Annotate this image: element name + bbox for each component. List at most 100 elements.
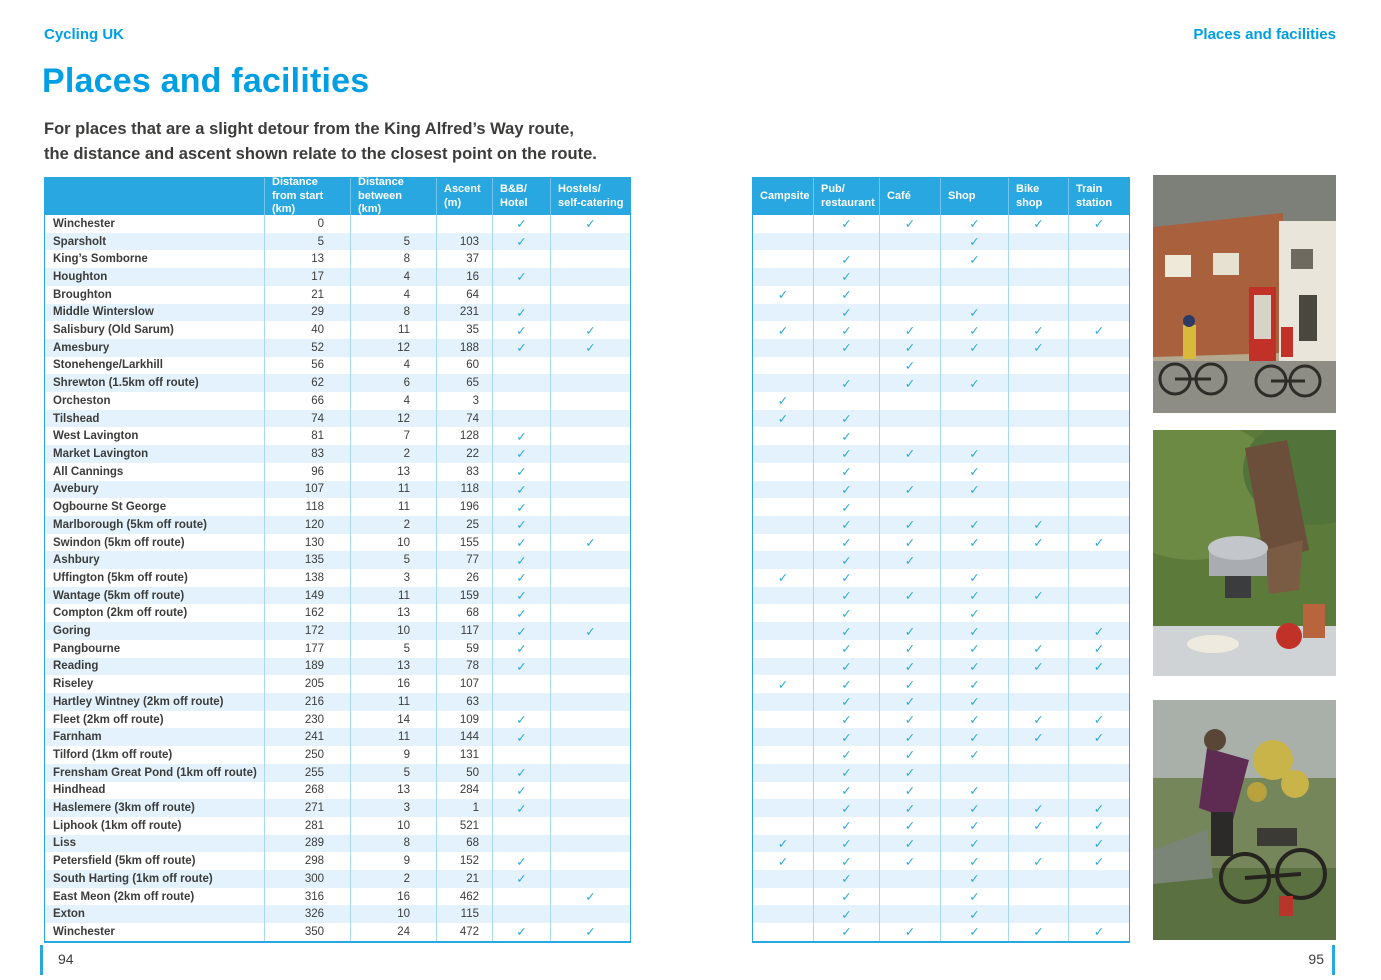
- check-shop: ✓: [940, 374, 1008, 393]
- distance-from-start: 298: [264, 852, 350, 871]
- place-name: Wantage (5km off route): [53, 589, 185, 602]
- check-bike-shop: ✓: [1008, 852, 1068, 871]
- place-name: All Cannings: [53, 465, 124, 478]
- check-train-station: [1068, 392, 1129, 410]
- check-campsite: [753, 534, 813, 552]
- place-name: Houghton: [53, 270, 108, 283]
- distance-from-start: 138: [264, 569, 350, 587]
- table-row: ✓ ✓ ✓ ✓ ✓: [753, 799, 1129, 817]
- check-train-station: ✓: [1068, 639, 1129, 658]
- check-bb-hotel: ✓: [492, 586, 550, 605]
- distance-from-start: 0: [264, 215, 350, 233]
- check-bb-hotel: ✓: [492, 728, 550, 747]
- check-campsite: [753, 233, 813, 251]
- distance-from-start: 289: [264, 834, 350, 853]
- distance-between: 11: [350, 480, 436, 499]
- check-campsite: [753, 782, 813, 800]
- table-row: Middle Winterslow 29 8 231 ✓: [45, 303, 630, 322]
- distance-between: 8: [350, 250, 436, 269]
- distance-from-start: 326: [264, 905, 350, 924]
- distance-between: 13: [350, 604, 436, 623]
- distance-from-start: 162: [264, 604, 350, 623]
- table-row: Hartley Wintney (2km off route) 216 11 63: [45, 692, 630, 711]
- place-name: Salisbury (Old Sarum): [53, 324, 174, 337]
- place-name: Hartley Wintney (2km off route): [53, 695, 224, 708]
- check-hostels: ✓: [550, 338, 630, 357]
- place-name: Reading: [53, 660, 99, 673]
- check-pub-restaurant: [813, 392, 879, 410]
- check-train-station: ✓: [1068, 710, 1129, 729]
- ascent: 462: [436, 887, 492, 906]
- check-bb-hotel: ✓: [492, 710, 550, 729]
- check-bb-hotel: [492, 746, 550, 764]
- check-train-station: ✓: [1068, 321, 1129, 339]
- check-cafe: ✓: [879, 622, 940, 640]
- check-cafe: ✓: [879, 834, 940, 853]
- check-hostels: [550, 232, 630, 251]
- check-train-station: ✓: [1068, 215, 1129, 233]
- table-row: Compton (2km off route) 162 13 68 ✓: [45, 604, 630, 623]
- check-train-station: [1068, 250, 1129, 269]
- check-train-station: [1068, 586, 1129, 605]
- table-row: ✓ ✓ ✓ ✓: [753, 622, 1129, 640]
- check-cafe: [879, 268, 940, 286]
- check-shop: ✓: [940, 445, 1008, 463]
- check-hostels: [550, 374, 630, 393]
- check-train-station: [1068, 303, 1129, 322]
- ascent: 37: [436, 250, 492, 269]
- check-train-station: [1068, 285, 1129, 304]
- table-row: ✓: [753, 498, 1129, 516]
- check-shop: ✓: [940, 710, 1008, 729]
- check-hostels: [550, 356, 630, 375]
- distance-between: 11: [350, 321, 436, 339]
- distance-between: 8: [350, 834, 436, 853]
- distance-from-start: 130: [264, 533, 350, 552]
- distance-from-start: 74: [264, 409, 350, 428]
- check-hostels: [550, 870, 630, 888]
- check-hostels: [550, 604, 630, 623]
- check-train-station: ✓: [1068, 852, 1129, 871]
- check-bb-hotel: [492, 905, 550, 924]
- place-name: Winchester: [53, 217, 115, 230]
- check-train-station: [1068, 462, 1129, 481]
- check-hostels: [550, 569, 630, 587]
- check-bike-shop: [1008, 462, 1068, 481]
- check-pub-restaurant: ✓: [813, 409, 879, 428]
- check-shop: ✓: [940, 675, 1008, 693]
- check-bike-shop: [1008, 551, 1068, 570]
- check-train-station: ✓: [1068, 799, 1129, 817]
- ascent: 117: [436, 622, 492, 640]
- table-row: ✓ ✓: [753, 462, 1129, 481]
- check-campsite: [753, 728, 813, 746]
- check-shop: ✓: [940, 462, 1008, 481]
- check-train-station: [1068, 781, 1129, 800]
- check-campsite: [753, 498, 813, 516]
- check-campsite: [753, 481, 813, 499]
- distance-from-start: 29: [264, 303, 350, 322]
- check-shop: ✓: [940, 692, 1008, 711]
- table-row: ✓ ✓ ✓ ✓ ✓: [753, 639, 1129, 658]
- ascent: 77: [436, 551, 492, 570]
- place-name: West Lavington: [53, 430, 139, 443]
- ascent: 63: [436, 692, 492, 711]
- folio-rule-right: [1332, 945, 1335, 975]
- place-name: Ogbourne St George: [53, 501, 167, 514]
- table-row: King’s Somborne 13 8 37: [45, 250, 630, 269]
- ascent: 103: [436, 232, 492, 251]
- place-name: Ashbury: [53, 554, 100, 567]
- check-bike-shop: [1008, 427, 1068, 446]
- check-shop: [940, 427, 1008, 446]
- check-pub-restaurant: ✓: [813, 285, 879, 304]
- check-bb-hotel: ✓: [492, 923, 550, 941]
- check-shop: ✓: [940, 533, 1008, 552]
- check-cafe: ✓: [879, 746, 940, 764]
- check-pub-restaurant: ✓: [813, 905, 879, 924]
- table-row: Broughton 21 4 64: [45, 285, 630, 304]
- table-row: East Meon (2km off route) 316 16 462 ✓: [45, 887, 630, 906]
- ascent: [436, 215, 492, 233]
- table-row: ✓ ✓ ✓ ✓ ✓: [753, 657, 1129, 676]
- table-row: Winchester 350 24 472 ✓ ✓: [45, 923, 630, 941]
- check-bike-shop: [1008, 870, 1068, 888]
- distance-between: [350, 215, 436, 233]
- distance-between: 3: [350, 799, 436, 817]
